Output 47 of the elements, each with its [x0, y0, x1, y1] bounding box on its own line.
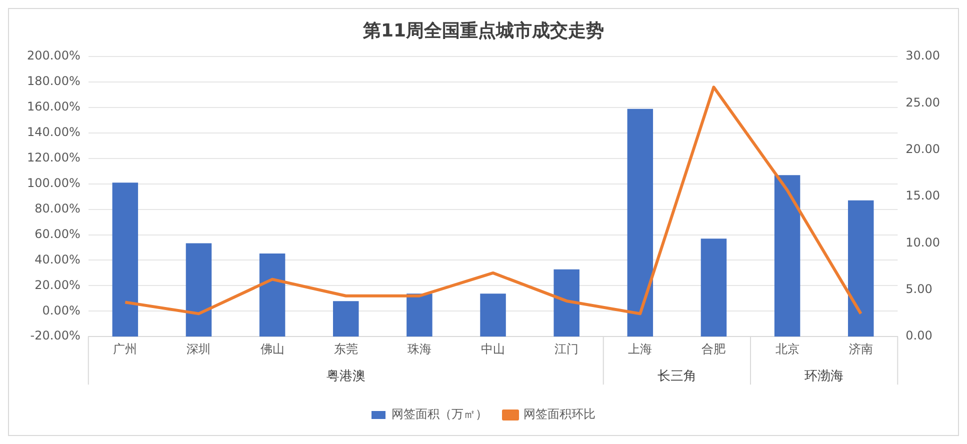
y2-tick-label: 30.00 — [906, 48, 940, 63]
y2-tick-label: 10.00 — [906, 235, 940, 250]
y-tick-label: 100.00% — [27, 176, 80, 190]
bar — [406, 294, 432, 337]
y-tick-label: 140.00% — [27, 125, 80, 140]
x-tick-label: 北京 — [775, 342, 800, 356]
text: 长三角 — [657, 368, 696, 384]
bar — [627, 108, 654, 337]
x-tick-label: 合肥 — [702, 342, 726, 356]
bar — [774, 175, 800, 337]
y2-tick-label: 5.00 — [906, 282, 932, 296]
bar — [259, 254, 286, 337]
text: 环渤海 — [804, 368, 844, 384]
y2-tick-label: 0.00 — [906, 328, 932, 343]
y2-tick-label: 15.00 — [906, 188, 940, 203]
y-tick-label: 80.00% — [34, 201, 80, 216]
x-tick-label: 广州 — [113, 342, 138, 356]
bar — [112, 182, 138, 337]
y-tick-label: 60.00% — [34, 226, 80, 241]
x-tick-label: 江门 — [554, 342, 579, 356]
x-tick-label: 济南 — [848, 342, 873, 356]
x-tick-label: 东莞 — [334, 342, 358, 356]
chart-title: 第11周全国重点城市成交走势 — [362, 20, 604, 42]
y-tick-label: 40.00% — [34, 252, 80, 266]
bar — [554, 269, 580, 337]
y-tick-label: 160.00% — [27, 100, 80, 114]
bar — [700, 238, 727, 337]
y-tick-label: 200.00% — [27, 48, 80, 63]
x-tick-label: 佛山 — [260, 342, 284, 356]
bar — [480, 294, 506, 337]
x-tick-label: 上海 — [628, 342, 652, 356]
x-tick-label: 珠海 — [407, 342, 432, 356]
bar — [186, 243, 212, 337]
y2-tick-label: 25.00 — [906, 95, 940, 110]
legend-label: 网签面积（万㎡） — [392, 407, 488, 422]
y-tick-label: 0.00% — [42, 303, 80, 318]
y-tick-label: 180.00% — [27, 74, 80, 88]
legend-label: 网签面积环比 — [524, 407, 596, 422]
x-tick-label: 深圳 — [186, 342, 211, 356]
x-tick-label: 中山 — [481, 342, 506, 356]
y-tick-label: 120.00% — [27, 150, 80, 165]
bar — [848, 200, 874, 337]
y-tick-label: 20.00% — [34, 278, 80, 292]
y-tick-label: -20.00% — [30, 328, 80, 343]
y2-tick-label: 20.00 — [906, 142, 940, 156]
text: 粤港澳 — [326, 368, 366, 384]
bar — [333, 301, 359, 337]
